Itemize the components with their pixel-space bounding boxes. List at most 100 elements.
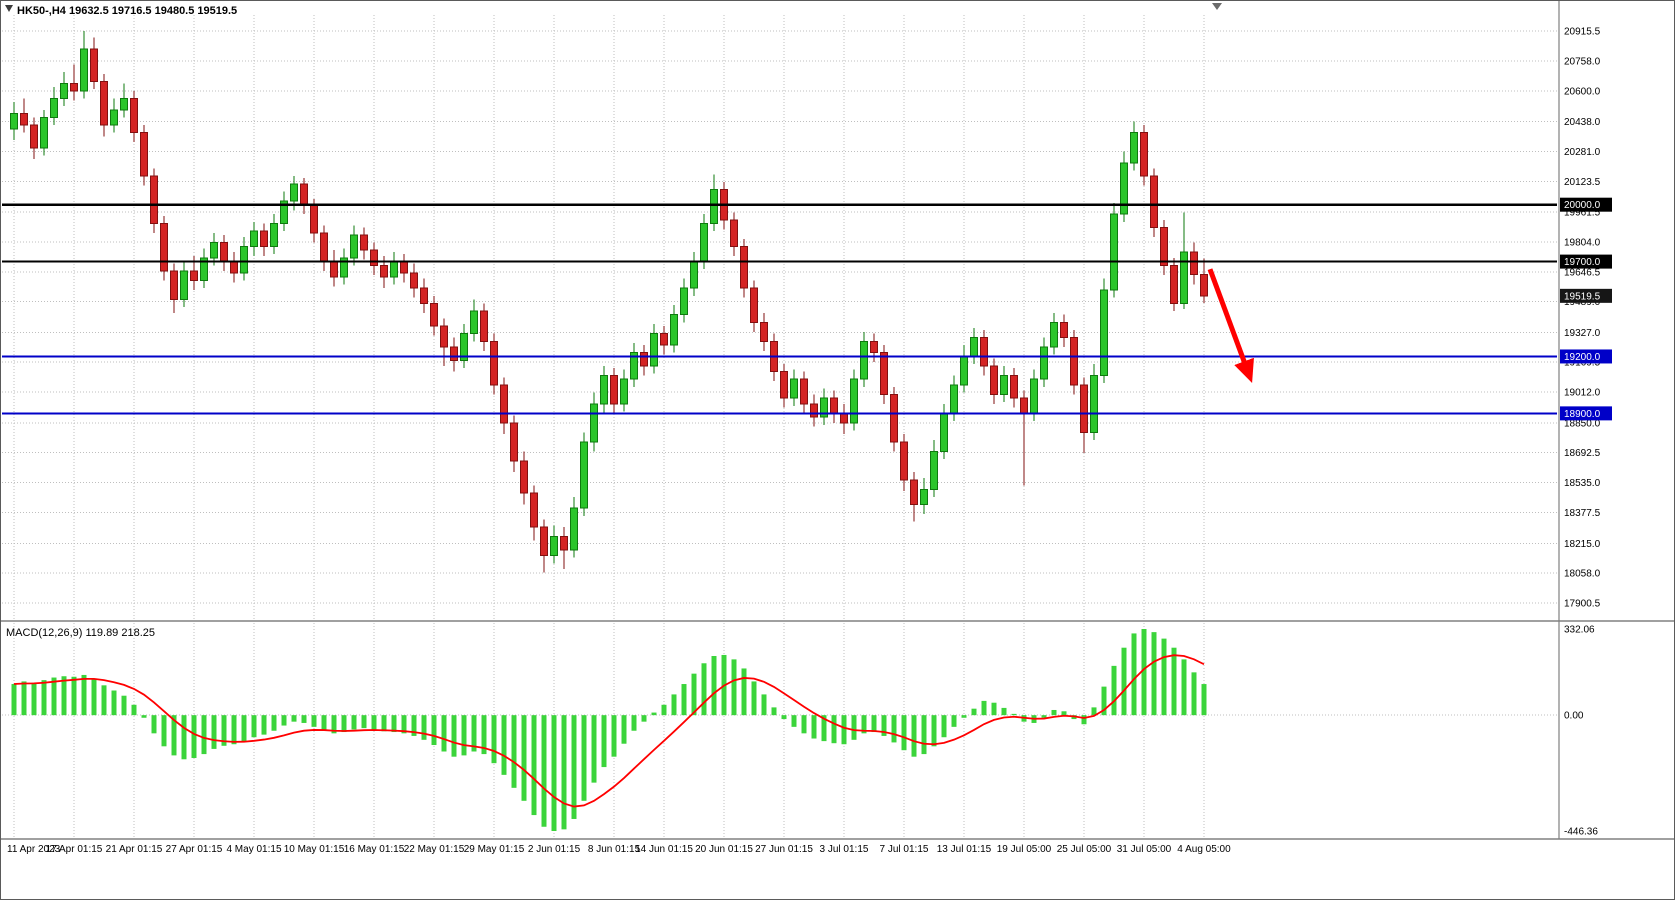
candle-body [480, 310, 488, 342]
macd-histogram-bar [471, 715, 477, 752]
time-axis-label: 8 Jun 01:15 [588, 844, 641, 855]
candle-body [1150, 175, 1158, 228]
macd-histogram-bar [271, 715, 277, 731]
macd-histogram-bar [241, 715, 247, 742]
macd-histogram-bar [1141, 629, 1147, 716]
macd-histogram-bar [61, 676, 67, 716]
candle-body [240, 245, 248, 274]
candle-body [140, 132, 148, 177]
candle-body [660, 333, 668, 346]
macd-histogram-bar [531, 715, 537, 816]
macd-histogram-bar [671, 694, 677, 716]
candle-body [620, 378, 628, 405]
macd-histogram-bar [741, 668, 747, 716]
candle-body [250, 230, 258, 247]
candle-body [860, 340, 868, 380]
macd-histogram-bar [341, 715, 347, 733]
symbol-ohlc-header: HK50-,H4 19632.5 19716.5 19480.5 19519.5 [17, 5, 237, 17]
candle-body [360, 234, 368, 251]
time-axis-label: 27 Apr 01:15 [166, 844, 223, 855]
macd-histogram-bar [991, 702, 997, 716]
price-tag [1560, 197, 1612, 212]
macd-histogram-bar [641, 715, 647, 722]
candle-body [300, 183, 308, 206]
macd-histogram-bar [901, 715, 907, 751]
candle-body [880, 352, 888, 395]
macd-histogram-bar [161, 715, 167, 747]
macd-histogram-bar [881, 715, 887, 736]
candle-body [970, 336, 978, 357]
macd-histogram-bar [281, 715, 287, 726]
candle-body [1130, 132, 1138, 164]
trend-arrow[interactable] [1207, 268, 1254, 383]
candle-body [1200, 273, 1208, 297]
macd-histogram-bar [1151, 632, 1157, 716]
candle-body [820, 397, 828, 418]
candle-body [60, 82, 68, 99]
candle-body [370, 249, 378, 266]
macd-histogram-bar [711, 656, 717, 716]
time-axis-label: 10 May 01:15 [284, 844, 345, 855]
macd-histogram-bar [681, 684, 687, 716]
macd-histogram-bar [361, 715, 367, 729]
macd-histogram-bar [1041, 715, 1047, 718]
candle-body [380, 264, 388, 278]
hlines-layer[interactable] [2, 203, 1557, 415]
candle-body [990, 365, 998, 395]
macd-histogram-bar [501, 715, 507, 775]
candle-body [1050, 321, 1058, 348]
candle-body [330, 261, 338, 278]
macd-histogram-bar [561, 715, 567, 830]
macd-histogram-bar [1161, 638, 1167, 716]
candle-body [100, 80, 108, 126]
macd-histogram-bar [191, 715, 197, 758]
macd-histogram-bar [1081, 715, 1087, 725]
macd-histogram-bar [791, 715, 797, 727]
macd-histogram-bar [171, 715, 177, 756]
candle-body [10, 113, 18, 130]
price-tag-label: 19700.0 [1564, 257, 1601, 268]
candle-body [200, 257, 208, 282]
time-axis-label: 17 Apr 01:15 [46, 844, 103, 855]
price-axis-label: 20438.0 [1564, 117, 1601, 128]
macd-histogram-bar [451, 715, 457, 757]
price-axis-label: 20758.0 [1564, 56, 1601, 67]
candle-body [850, 378, 858, 424]
annotation-layer[interactable] [1207, 268, 1254, 383]
price-axis-label: 20123.5 [1564, 177, 1601, 188]
macd-histogram-bar [851, 715, 857, 740]
macd-histogram-bar [751, 681, 757, 716]
time-axis-label: 29 May 01:15 [464, 844, 525, 855]
candle-body [290, 183, 298, 202]
candle-body [1030, 378, 1038, 414]
chart-shift-marker-icon[interactable] [1212, 3, 1222, 10]
price-axis-label: 18692.5 [1564, 448, 1601, 459]
macd-histogram-bar [511, 715, 517, 788]
candle-body [790, 378, 798, 399]
macd-histogram-bar [131, 704, 137, 716]
candle-body [130, 97, 138, 134]
macd-histogram-bar [631, 715, 637, 731]
macd-histogram-bar [331, 715, 337, 734]
macd-histogram-bar [831, 715, 837, 744]
macd-histogram-bar [51, 677, 57, 716]
candle-body [70, 82, 78, 92]
macd-histogram-bar [101, 685, 107, 716]
macd-histogram-bar [31, 682, 37, 716]
macd-histogram-bar [311, 715, 317, 727]
time-axis-label: 13 Jul 01:15 [937, 844, 992, 855]
candle-body [640, 352, 648, 367]
macd-histogram-bar [431, 715, 437, 746]
candle-body [670, 314, 678, 346]
macd-histogram-bar [221, 715, 227, 746]
candle-body [550, 536, 558, 557]
macd-histogram-bar [611, 715, 617, 757]
candle-body [350, 234, 358, 259]
macd-axis-label: 332.06 [1564, 625, 1595, 636]
macd-axis-label: -446.36 [1564, 827, 1598, 838]
macd-histogram-bar [1011, 713, 1017, 716]
macd-histogram-bar [381, 715, 387, 732]
candle-body [630, 352, 638, 380]
